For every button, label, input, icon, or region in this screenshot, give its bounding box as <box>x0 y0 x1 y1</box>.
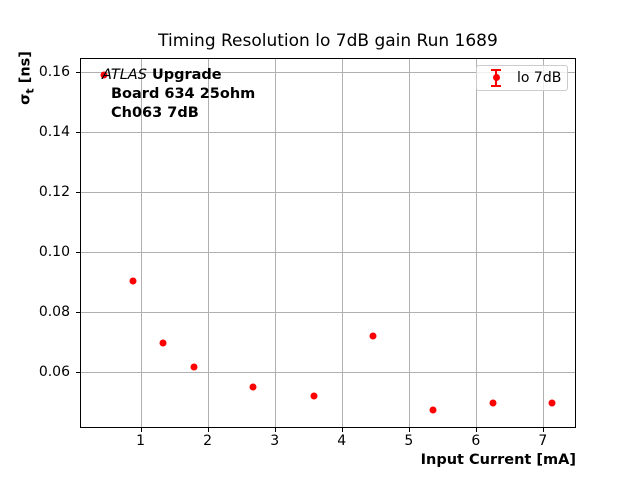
legend-errorbar-cap-top <box>491 68 501 71</box>
annotation-line-1: ATLAS Upgrade <box>102 66 255 85</box>
x-tick-label: 5 <box>404 432 414 449</box>
legend: lo 7dB <box>476 64 568 91</box>
x-tick-label: 1 <box>136 432 146 449</box>
data-point <box>100 71 108 79</box>
y-tick-mark <box>76 312 80 314</box>
legend-errorbar-cap-bottom <box>491 84 501 87</box>
data-point <box>249 383 257 391</box>
v-gridline <box>475 58 477 427</box>
data-point <box>190 363 198 371</box>
y-tick-label: 0.16 <box>38 63 70 80</box>
annotation-line-2: Board 634 25ohm <box>111 85 256 102</box>
x-tick-label: 3 <box>270 432 280 449</box>
chart-title: Timing Resolution lo 7dB gain Run 1689 <box>158 31 498 51</box>
x-tick-mark <box>542 427 544 432</box>
y-tick-label: 0.14 <box>38 123 70 140</box>
v-gridline <box>274 58 276 427</box>
y-tick-label: 0.06 <box>38 364 70 381</box>
legend-errorbar-icon <box>489 66 503 90</box>
x-tick-label: 6 <box>471 432 481 449</box>
y-tick-label: 0.08 <box>38 304 70 321</box>
data-point <box>429 406 437 414</box>
v-gridline <box>207 58 209 427</box>
h-gridline <box>81 251 575 253</box>
y-tick-mark <box>76 372 80 374</box>
y-tick-mark <box>76 191 80 193</box>
x-tick-label: 4 <box>337 432 347 449</box>
y-axis-label-symbol: σ <box>17 93 34 105</box>
h-gridline <box>81 312 575 314</box>
x-axis-label: Input Current [mA] <box>420 452 576 468</box>
v-gridline <box>140 58 142 427</box>
h-gridline <box>81 131 575 133</box>
data-point <box>548 399 556 407</box>
annotation-experiment-name: ATLAS <box>102 66 147 83</box>
y-tick-label: 0.10 <box>38 243 70 260</box>
v-gridline <box>542 58 544 427</box>
x-tick-mark <box>475 427 477 432</box>
y-tick-mark <box>76 71 80 73</box>
y-axis-label-subscript: t <box>23 88 37 94</box>
x-tick-label: 2 <box>203 432 213 449</box>
annotation-line-3: Ch063 7dB <box>111 104 199 121</box>
data-point <box>489 399 497 407</box>
x-tick-mark <box>408 427 410 432</box>
legend-marker-dot <box>492 74 500 81</box>
x-tick-mark <box>140 427 142 432</box>
data-point <box>129 277 137 285</box>
data-point <box>159 339 167 347</box>
h-gridline <box>81 71 575 73</box>
plot-annotation: ATLAS Upgrade Board 634 25ohm Ch063 7dB <box>102 66 255 123</box>
x-tick-mark <box>274 427 276 432</box>
h-gridline <box>81 191 575 193</box>
v-gridline <box>408 58 410 427</box>
annotation-upgrade-label: Upgrade <box>151 66 222 83</box>
h-gridline <box>81 372 575 374</box>
y-tick-label: 0.12 <box>38 183 70 200</box>
x-tick-label: 7 <box>538 432 548 449</box>
plot-area: 1 2 3 4 5 6 7 0.06 0.08 0.10 0.12 0.14 0.16 ATLAS Upg… <box>39 57 576 448</box>
v-gridline <box>341 58 343 427</box>
data-point <box>310 392 318 400</box>
x-tick-mark <box>207 427 209 432</box>
y-tick-mark <box>76 251 80 253</box>
data-point <box>369 332 377 340</box>
legend-entry-label: lo 7dB <box>517 69 562 86</box>
x-tick-mark <box>341 427 343 432</box>
y-tick-mark <box>76 131 80 133</box>
